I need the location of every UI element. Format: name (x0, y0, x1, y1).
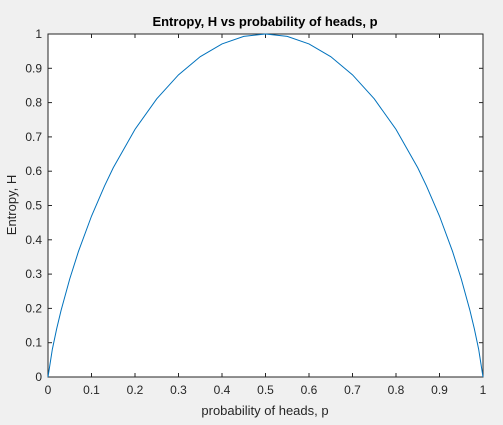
x-tick-label-6: 0.6 (301, 383, 318, 397)
y-tick-label-3: 0.3 (25, 267, 42, 281)
x-tick-label-10: 1 (480, 383, 487, 397)
entropy-curve-line (47, 33, 484, 378)
x-tick-label-3: 0.3 (170, 383, 187, 397)
y-axis-ticks: 0 0.1 0.2 0.3 0.4 0.5 0.6 0.7 0.8 0.9 1 (25, 27, 483, 384)
y-tick-label-1: 0.1 (25, 336, 42, 350)
x-tick-label-5: 0.5 (257, 383, 274, 397)
y-tick-label-0: 0 (35, 370, 42, 384)
plot-area (47, 33, 484, 378)
x-axis-ticks: 0 0.1 0.2 0.3 0.4 0.5 0.6 0.7 0.8 0.9 1 (45, 34, 487, 397)
x-tick-label-7: 0.7 (344, 383, 361, 397)
y-tick-label-4: 0.4 (25, 233, 42, 247)
chart-title: Entropy, H vs probability of heads, p (152, 14, 377, 29)
y-tick-label-5: 0.5 (25, 199, 42, 213)
y-tick-label-2: 0.2 (25, 301, 42, 315)
y-tick-label-9: 0.9 (25, 61, 42, 75)
x-tick-label-0: 0 (45, 383, 52, 397)
x-tick-label-8: 0.8 (388, 383, 405, 397)
y-axis-label: Entropy, H (4, 175, 19, 235)
y-tick-label-10: 1 (35, 27, 42, 41)
x-tick-label-1: 0.1 (83, 383, 100, 397)
x-tick-label-4: 0.4 (214, 383, 231, 397)
y-tick-label-7: 0.7 (25, 130, 42, 144)
y-tick-label-8: 0.8 (25, 96, 42, 110)
y-tick-label-6: 0.6 (25, 164, 42, 178)
x-axis-label: probability of heads, p (201, 403, 328, 418)
x-tick-label-2: 0.2 (127, 383, 144, 397)
x-tick-label-9: 0.9 (431, 383, 448, 397)
